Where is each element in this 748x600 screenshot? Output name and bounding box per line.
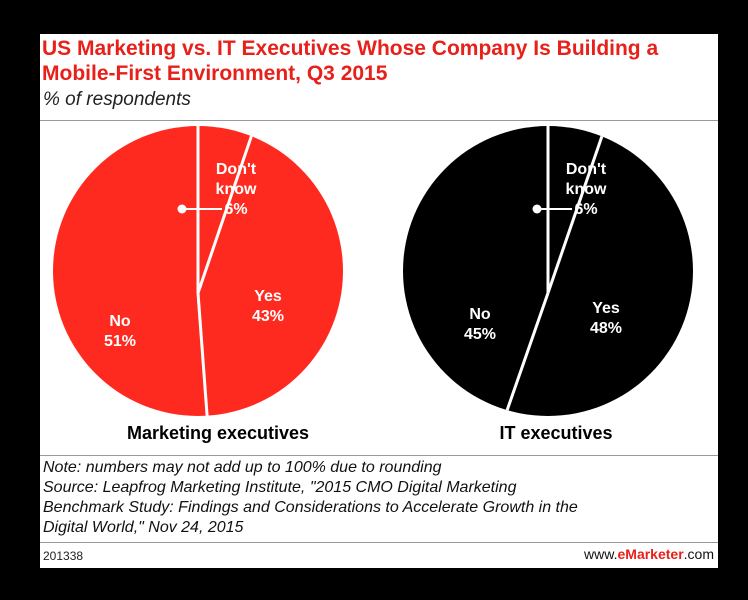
pie-0-slice-2 (53, 126, 207, 416)
brand-prefix: www. (584, 546, 618, 562)
marketing-caption: Marketing executives (126, 423, 310, 443)
pie-0-label-0-line-1: know (216, 181, 257, 198)
pie-1-label-0-line-2: 6% (574, 201, 597, 218)
pie-0-label-0: Don't know 6% (216, 161, 257, 218)
pie-1-label-1-line-0: Yes (592, 300, 620, 317)
pie-1-slice-boundary-2 (505, 292, 550, 411)
pie-1-label-0-line-1: know (566, 181, 607, 198)
emarketer-logo: www.eMarketer.com (584, 546, 714, 562)
pie-1-label-0-line-0: Don't (566, 161, 607, 178)
top-divider (40, 120, 718, 121)
note-text: Note: numbers may not add up to 100% due… (43, 459, 442, 476)
source-line-3: Digital World," Nov 24, 2015 (43, 519, 244, 536)
pie-1-label-1-line-1: 48% (590, 320, 622, 337)
pie-1-label-0: Don't know 6% (566, 161, 607, 218)
pie-0-label-0-line-2: 6% (224, 201, 247, 218)
chart-title: US Marketing vs. IT Executives Whose Com… (42, 37, 659, 85)
pie-0-label-0-line-0: Don't (216, 161, 257, 178)
brand-name: eMarketer (617, 546, 684, 562)
pie-1-leader-dot (532, 204, 542, 214)
pie-1-slice-boundary-1 (546, 135, 604, 294)
pie-0-slice-boundary-2 (196, 292, 209, 416)
chart-id: 201338 (43, 549, 84, 563)
it-caption: IT executives (499, 423, 613, 443)
pie-0-slice-boundary-1 (196, 135, 253, 294)
pie-1-label-1: Yes 48% (590, 300, 622, 337)
pie-1-label-2-line-0: No (469, 306, 491, 323)
pie-charts: Don't know 6% Yes 43% No 51% Don't know 6% Yes 48% N… (53, 126, 693, 416)
chart-card: US Marketing vs. IT Executives Whose Com… (40, 34, 718, 568)
notes-divider (40, 455, 718, 456)
source-line-2: Benchmark Study: Findings and Considerat… (43, 499, 578, 516)
pie-0-leader-dot (177, 204, 187, 214)
notes-block: Note: numbers may not add up to 100% due… (43, 458, 715, 538)
pie-1-label-2-line-1: 45% (464, 326, 496, 343)
pie-0-label-2-line-1: 51% (104, 333, 136, 350)
chart-subtitle: % of respondents (43, 89, 191, 110)
pie-0-label-2: No 51% (104, 313, 136, 350)
brand-suffix: .com (683, 546, 714, 562)
pie-0-label-2-line-0: No (109, 313, 131, 330)
footer-divider (40, 542, 718, 543)
source-line-1: Source: Leapfrog Marketing Institute, "2… (43, 479, 517, 496)
pie-0-label-1: Yes 43% (252, 288, 284, 325)
pie-0-label-1-line-1: 43% (252, 308, 284, 325)
pie-0-label-1-line-0: Yes (254, 288, 282, 305)
pie-1-label-2: No 45% (464, 306, 496, 343)
